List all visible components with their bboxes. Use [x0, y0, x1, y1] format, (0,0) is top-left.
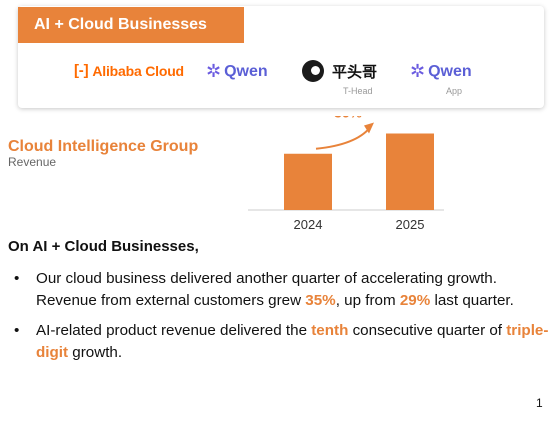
growth-arrow	[315, 126, 371, 150]
qwen-label: Qwen	[224, 62, 268, 80]
highlighted-text: triple-digit	[36, 322, 549, 361]
growth-annotation: 36%	[334, 116, 363, 121]
bar-2024	[284, 153, 332, 210]
banner-title: AI + Cloud Businesses	[18, 7, 244, 43]
bullet-text: AI-related product revenue delivered the…	[36, 320, 550, 364]
thead-label: 平头哥	[332, 63, 378, 81]
qwen-app-sublabel: App	[446, 86, 463, 96]
bullet-marker: •	[14, 270, 20, 287]
bullet-text-segment: , up from	[335, 292, 400, 309]
bullet-text-segment: consecutive quarter of	[348, 322, 507, 339]
highlighted-text: tenth	[311, 322, 349, 339]
qwen-app-label: Qwen	[428, 62, 472, 80]
alibaba-cloud-label: Alibaba Cloud	[92, 62, 184, 79]
thead-icon	[302, 60, 324, 82]
x-tick-label: 2024	[294, 217, 323, 232]
bullet-text-segment: last quarter.	[430, 292, 514, 309]
highlighted-text: 29%	[399, 292, 431, 309]
alibaba-cloud-icon: [-]	[74, 62, 89, 79]
qwen-app-logo: ✲ Qwen	[410, 61, 472, 82]
bar-2025	[386, 133, 434, 210]
section-heading: On AI + Cloud Businesses,	[8, 238, 199, 255]
bullet-list: • Our cloud business delivered another qu…	[10, 268, 550, 372]
bullet-text-segment: AI-related product revenue delivered the	[36, 322, 312, 339]
thead-logo: 平头哥	[302, 60, 377, 82]
alibaba-cloud-logo: [-] Alibaba Cloud	[74, 62, 184, 79]
section-title: Cloud Intelligence Group	[8, 138, 199, 155]
qwen-star-icon: ✲	[206, 61, 222, 81]
qwen-app-star-icon: ✲	[410, 61, 426, 81]
section-subtitle: Revenue	[8, 155, 57, 169]
revenue-bar-chart: 2024 2025 36%	[248, 116, 444, 232]
bullet-item: • Our cloud business delivered another qu…	[10, 268, 550, 312]
business-logos-banner: AI + Cloud Businesses [-] Alibaba Cloud …	[18, 6, 544, 108]
bullet-text-segment: growth.	[68, 344, 123, 361]
thead-sublabel: T-Head	[343, 86, 373, 96]
bullet-text: Our cloud business delivered another qua…	[36, 268, 550, 312]
bullet-item: • AI-related product revenue delivered th…	[10, 320, 550, 364]
growth-arrow-head	[364, 122, 374, 134]
bullet-text-segment: Our cloud business delivered another qua…	[36, 270, 497, 309]
qwen-logo: ✲ Qwen	[206, 61, 268, 82]
page-number: 1	[536, 396, 543, 410]
x-tick-label: 2025	[396, 217, 425, 232]
bullet-marker: •	[14, 322, 20, 339]
highlighted-text: 35%	[305, 292, 336, 309]
